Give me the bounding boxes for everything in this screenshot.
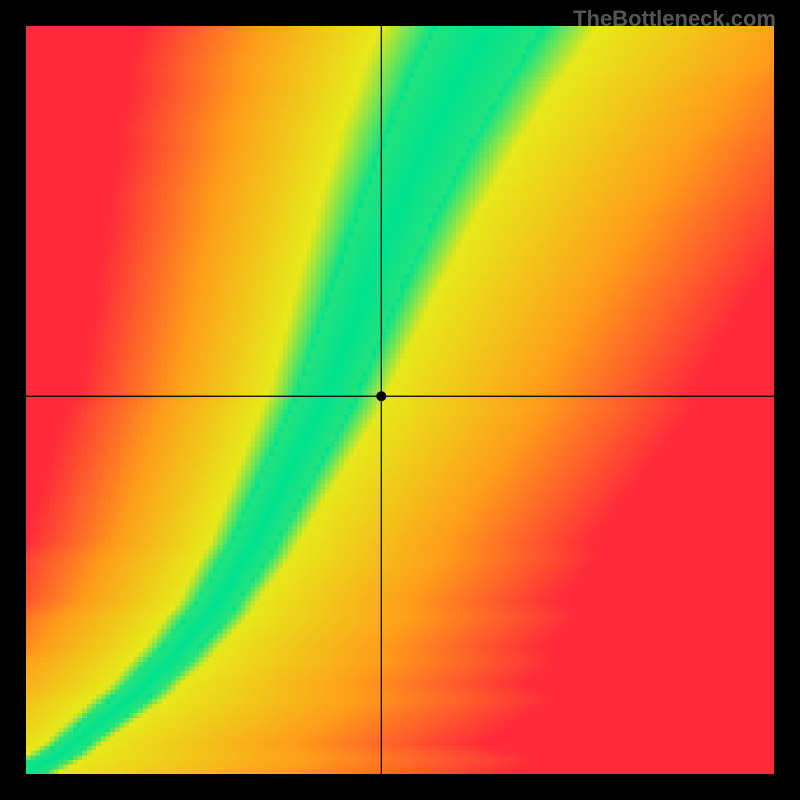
bottleneck-heatmap bbox=[26, 26, 774, 774]
plot-area bbox=[26, 26, 774, 774]
watermark-text: TheBottleneck.com bbox=[573, 6, 776, 32]
figure-root: TheBottleneck.com bbox=[0, 0, 800, 800]
